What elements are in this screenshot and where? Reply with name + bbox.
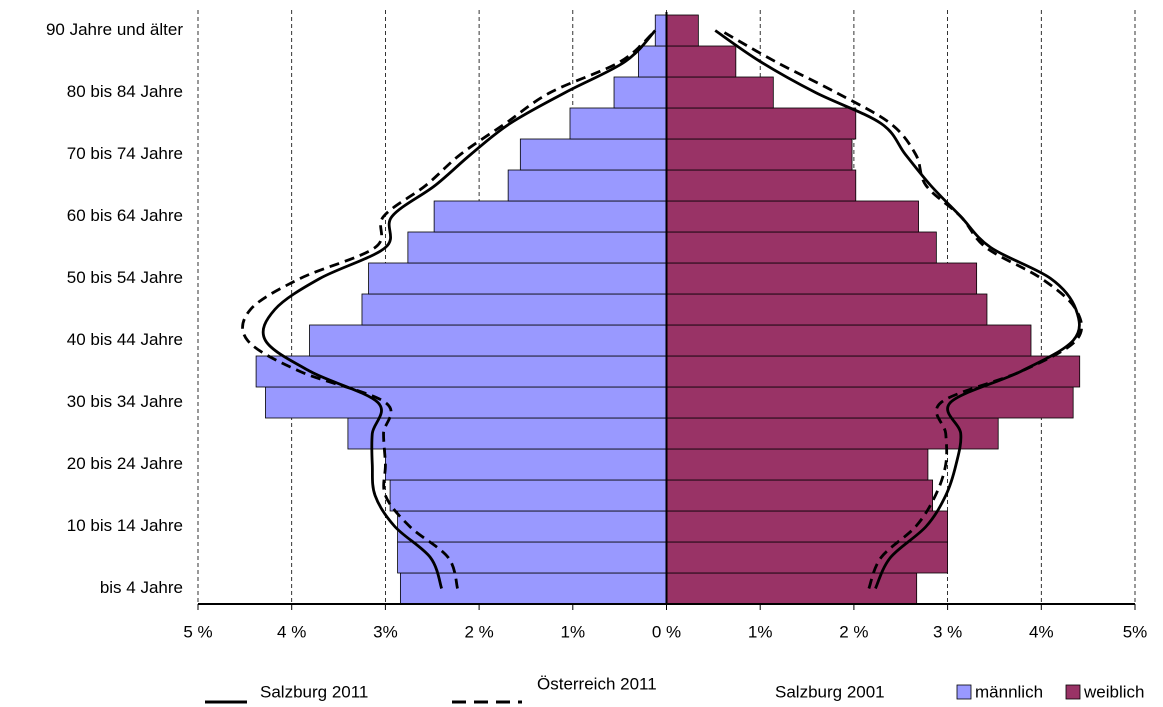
x-tick-label: 1% — [748, 622, 773, 641]
bar — [613, 76, 667, 109]
bar — [361, 293, 667, 326]
x-tick-label: 4 % — [277, 622, 306, 641]
bar — [666, 14, 699, 47]
y-tick-label: 10 bis 14 Jahre — [67, 516, 183, 535]
bar — [666, 479, 934, 512]
y-tick-label: 90 Jahre und älter — [46, 20, 183, 39]
bar — [507, 169, 667, 202]
population-line — [714, 29, 1081, 590]
bar — [666, 262, 978, 295]
bar — [255, 355, 667, 388]
legend-swatch — [1065, 684, 1081, 700]
legend-label: weiblich — [1083, 682, 1144, 701]
legend-swatch — [956, 684, 972, 700]
population-line — [261, 29, 657, 589]
bar — [309, 324, 667, 357]
bar — [666, 572, 918, 605]
x-tick-label: 3 % — [933, 622, 962, 641]
y-tick-label: 60 bis 64 Jahre — [67, 206, 183, 225]
population-line — [241, 29, 657, 589]
bar — [389, 479, 667, 512]
x-tick-label: 2 % — [839, 622, 868, 641]
bar — [384, 448, 667, 481]
y-tick-label: 50 bis 54 Jahre — [67, 268, 183, 287]
y-tick-label: 30 bis 34 Jahre — [67, 392, 183, 411]
bar — [666, 293, 988, 326]
bar — [666, 45, 737, 78]
bar — [347, 417, 667, 450]
x-tick-label: 2 % — [464, 622, 493, 641]
bar — [637, 45, 667, 78]
bar — [666, 510, 949, 543]
bar — [265, 386, 667, 419]
y-tick-label: 40 bis 44 Jahre — [67, 330, 183, 349]
legend-label: männlich — [975, 682, 1043, 701]
bar — [666, 138, 853, 171]
population-line — [720, 29, 1083, 590]
bar — [397, 510, 667, 543]
bar — [666, 448, 929, 481]
y-tick-label: 80 bis 84 Jahre — [67, 82, 183, 101]
y-tick-label: 70 bis 74 Jahre — [67, 144, 183, 163]
bar — [666, 169, 857, 202]
bar — [666, 200, 919, 233]
y-tick-label: bis 4 Jahre — [100, 578, 183, 597]
x-tick-label: 5 % — [183, 622, 212, 641]
bar — [666, 324, 1032, 357]
legend-label: Salzburg 2011 — [260, 682, 368, 701]
bar — [368, 262, 667, 295]
bar — [666, 417, 999, 450]
bar — [407, 231, 667, 264]
bar — [654, 14, 667, 47]
bar — [433, 200, 667, 233]
legend-label: Österreich 2011 — [537, 674, 657, 693]
bar — [666, 231, 937, 264]
bar — [666, 541, 949, 574]
bar — [666, 107, 857, 140]
x-tick-label: 4% — [1029, 622, 1054, 641]
bar — [397, 541, 667, 574]
y-tick-label: 20 bis 24 Jahre — [67, 454, 183, 473]
bar — [569, 107, 667, 140]
x-tick-label: 5% — [1123, 622, 1148, 641]
bar — [519, 138, 667, 171]
bar — [666, 386, 1074, 419]
x-tick-label: 0 % — [652, 622, 681, 641]
bar — [666, 76, 774, 109]
x-tick-label: 3% — [373, 622, 398, 641]
bar — [666, 355, 1081, 388]
x-tick-label: 1% — [561, 622, 586, 641]
legend-label: Salzburg 2001 — [775, 682, 885, 701]
